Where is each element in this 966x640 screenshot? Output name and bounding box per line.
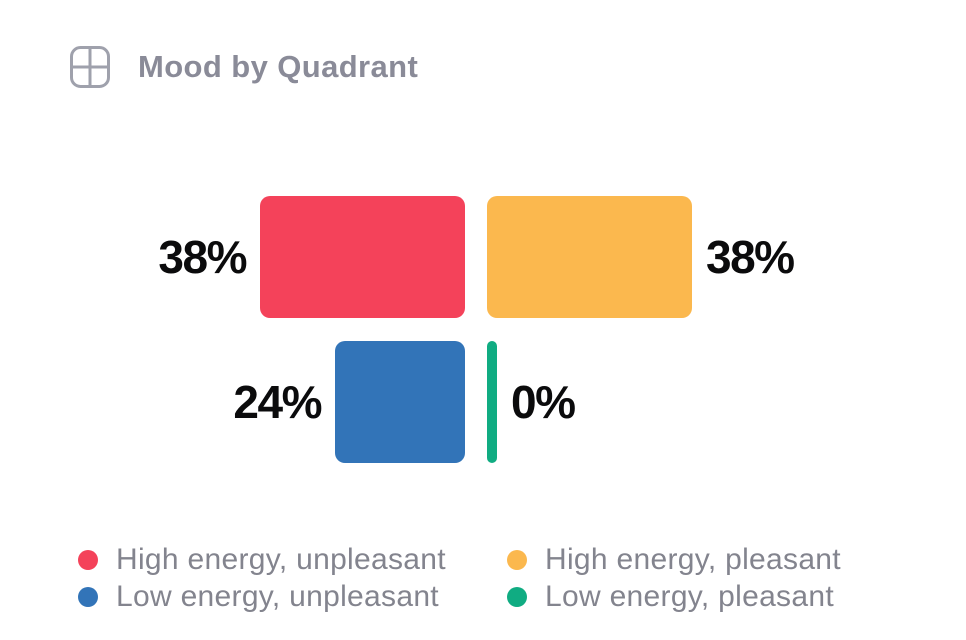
legend-dot-red-icon: [78, 549, 98, 570]
legend-item-high-energy-pleasant: High energy, pleasant: [507, 541, 841, 578]
legend-label: High energy, unpleasant: [116, 542, 446, 576]
legend-label: Low energy, unpleasant: [116, 579, 439, 613]
legend-dot-blue-icon: [78, 586, 98, 607]
bar-low-energy-pleasant: [487, 341, 497, 463]
value-label-low-energy-unpleasant: 24%: [233, 376, 322, 428]
legend-item-high-energy-unpleasant: High energy, unpleasant: [78, 541, 507, 578]
legend-label: High energy, pleasant: [545, 542, 841, 576]
value-label-high-energy-unpleasant: 38%: [158, 231, 247, 283]
legend-dot-yellow-icon: [507, 549, 527, 570]
legend-dot-green-icon: [507, 586, 527, 607]
value-label-low-energy-pleasant: 0%: [511, 376, 576, 428]
legend-item-low-energy-unpleasant: Low energy, unpleasant: [78, 578, 507, 615]
bar-low-energy-unpleasant: [335, 341, 465, 463]
legend-label: Low energy, pleasant: [545, 579, 834, 613]
legend-item-low-energy-pleasant: Low energy, pleasant: [507, 578, 841, 615]
quadrant-grid-icon: [70, 46, 110, 88]
bar-high-energy-unpleasant: [260, 196, 465, 318]
chart-legend: High energy, unpleasant High energy, ple…: [78, 541, 841, 615]
card-header: Mood by Quadrant: [70, 46, 418, 88]
value-label-high-energy-pleasant: 38%: [706, 231, 795, 283]
page-title: Mood by Quadrant: [138, 49, 419, 84]
bar-high-energy-pleasant: [487, 196, 692, 318]
